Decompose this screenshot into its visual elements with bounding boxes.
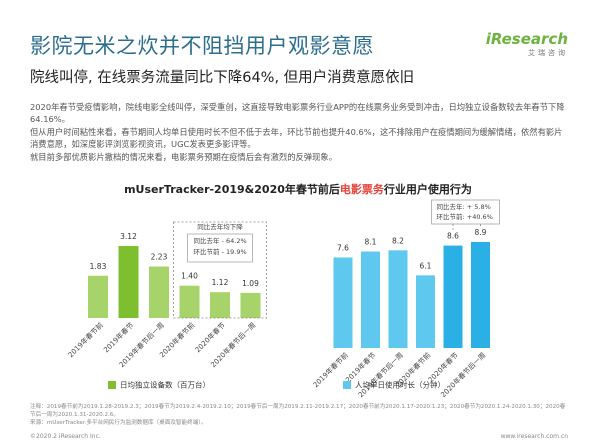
annotation-text: 同比去年均下降 (197, 222, 243, 231)
value-label: 8.6 (447, 232, 459, 241)
value-label: 3.12 (120, 232, 137, 241)
x-tick-label: 2019年春节 (102, 320, 136, 354)
paragraph: 2020年春节受疫情影响，院线电影全线叫停，深受重创，这直接导致电影票务行业AP… (30, 102, 565, 125)
bar (443, 245, 463, 348)
value-label: 8.2 (392, 236, 404, 245)
bar (179, 285, 200, 318)
bar (118, 246, 139, 318)
x-tick-label: 2020年春节后一周 (439, 350, 488, 399)
x-tick-label: 2019年春节前 (66, 320, 105, 359)
legend-label: 人均单日使用时长（分钟） (355, 380, 445, 390)
logo: iResearch 艾瑞咨询 (486, 30, 568, 58)
bar (210, 292, 230, 318)
annotation-text: 同比去年 - 64.2% (194, 236, 247, 245)
value-label: 8.9 (475, 228, 487, 237)
annotation-box (431, 199, 500, 225)
bar (149, 266, 169, 318)
logo-text: iResearch (485, 30, 568, 48)
annotation-box (173, 221, 267, 319)
value-label: 2.23 (151, 253, 168, 262)
bar (333, 257, 353, 348)
bar (240, 292, 261, 318)
value-label: 8.1 (365, 238, 377, 247)
legend-swatch (343, 381, 351, 389)
bar (416, 275, 435, 348)
bar (88, 275, 108, 318)
site: www.iresearch.com.cn (500, 433, 568, 440)
value-label: 1.83 (90, 262, 107, 271)
x-tick-label: 2020年春节 (193, 320, 227, 354)
paragraphs: 2020年春节受疫情影响，院线电影全线叫停，深受重创，这直接导致电影票务行业AP… (30, 101, 565, 163)
bar (388, 250, 408, 348)
bar (471, 242, 490, 348)
notes: 注释：2019春节前为2019.1.28-2019.2.3；2019春节为201… (30, 403, 570, 427)
value-label: 6.1 (420, 261, 432, 270)
annotation-text: 环比节前: +40.6% (437, 212, 493, 221)
value-label: 1.12 (212, 278, 229, 287)
figure-title: mUserTracker-2019&2020年春节前后电影票务行业用户使用行为 (124, 182, 472, 196)
value-label: 1.40 (181, 272, 198, 281)
annotation-inner (187, 233, 253, 263)
figure-title-part: 电影票务 (340, 182, 385, 196)
x-tick-label: 2019年春节后一周 (356, 350, 405, 399)
page-subtitle: 院线叫停, 在线票务流量同比下降64%, 但用户消费意愿依旧 (30, 70, 415, 86)
paragraph: 但从用户时间粘性来看，春节期间人均单日使用时长不但不低于去年，环比节前也提升40… (30, 126, 563, 150)
copyright: ©2020.2 iResearch Inc. (30, 433, 101, 440)
logo-subtext: 艾瑞咨询 (528, 49, 568, 57)
annotation-text: 同比去年: + 5.8% (437, 202, 491, 211)
legend-swatch (108, 381, 116, 389)
note: 注释：2019春节前为2019.1.28-2019.2.3；2019春节为201… (30, 404, 566, 418)
annotation-text: 环比节前 - 19.9% (194, 247, 247, 256)
legend-label: 日均独立设备数（百万台） (120, 380, 210, 390)
figure-title-part: mUserTracker-2019&2020年春节前后 (124, 182, 340, 196)
value-label: 1.09 (242, 279, 259, 288)
figure-title-part: 行业用户使用行为 (383, 182, 472, 196)
value-label: 7.6 (337, 243, 349, 252)
page-title: 影院无米之炊并不阻挡用户观影意愿 (30, 34, 374, 58)
paragraph: 就目前多部优质影片撤档的情况来看，电影票务预期在疫情后会有激烈的反弹现象。 (30, 151, 337, 162)
note: 来源：mUserTracker.多平台网民行为监测数据库（桌面及智能终端）。 (30, 420, 207, 426)
bar (361, 251, 380, 348)
